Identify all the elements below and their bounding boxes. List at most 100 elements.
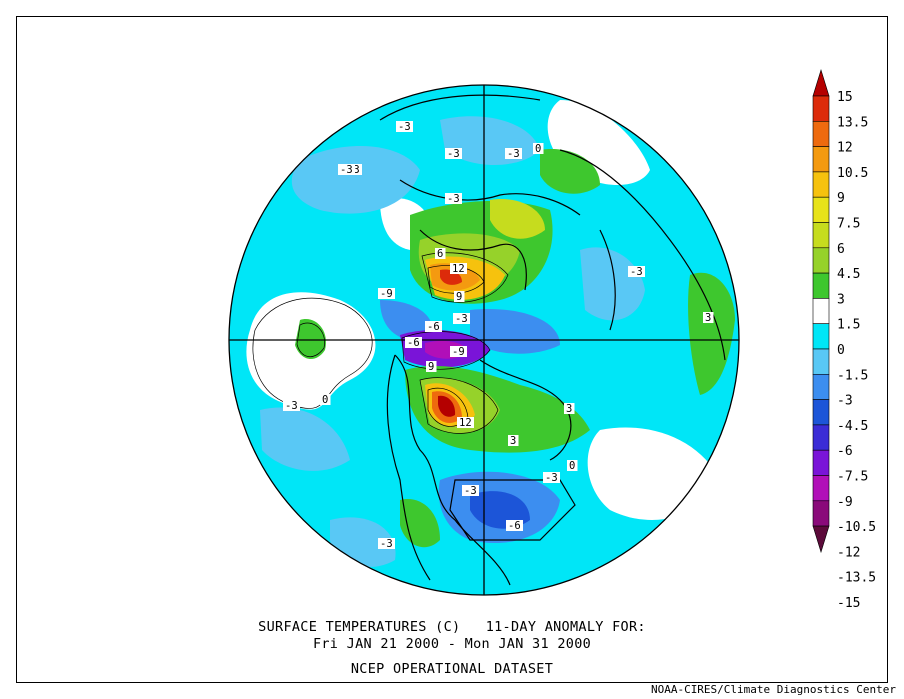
contour-label-bg bbox=[505, 148, 522, 159]
colorbar-swatch bbox=[812, 500, 830, 527]
contour-label: 9 bbox=[428, 361, 434, 373]
contour-label-bg bbox=[543, 472, 560, 483]
colorbar-swatch bbox=[812, 348, 830, 375]
anomaly-region-hot-core bbox=[438, 395, 456, 417]
colorbar-tick-label: 7.5 bbox=[837, 217, 860, 232]
colorbar-tick-label: 0 bbox=[837, 343, 845, 358]
contour-label-bg bbox=[320, 394, 331, 405]
colorbar-tick-label: -10.5 bbox=[837, 520, 876, 535]
contour-label: -9 bbox=[380, 288, 393, 300]
contour-label: -3 bbox=[507, 148, 520, 160]
contour-label: -3 bbox=[630, 266, 643, 278]
colorbar-swatch bbox=[812, 95, 830, 122]
contour-label-bg bbox=[283, 400, 300, 411]
contour-label-bg bbox=[628, 266, 645, 277]
contour-label-bg bbox=[425, 321, 442, 332]
contour-label: -6 bbox=[427, 321, 440, 333]
anomaly-region-cold bbox=[260, 407, 350, 471]
colorbar-tick-label: -12 bbox=[837, 545, 860, 560]
anomaly-region-warm bbox=[688, 272, 735, 395]
credit-text: NOAA-CIRES/Climate Diagnostics Center bbox=[650, 683, 896, 696]
contour-label: -3 bbox=[455, 313, 468, 325]
colorbar-tick-label: -7.5 bbox=[837, 470, 868, 485]
colorbar-tick-label: -1.5 bbox=[837, 368, 868, 383]
contour-label: -3 bbox=[464, 485, 477, 497]
caption-dates: Fri JAN 21 2000 - Mon JAN 31 2000 bbox=[312, 636, 592, 652]
contour-label-bg bbox=[396, 121, 413, 132]
colorbar-swatch bbox=[812, 475, 830, 502]
anomaly-region-warm bbox=[295, 319, 326, 360]
colorbar-swatch bbox=[812, 323, 830, 350]
anomaly-region-cold bbox=[291, 146, 420, 214]
contour-label: 0 bbox=[322, 394, 328, 406]
colorbar-swatch bbox=[812, 196, 830, 223]
colorbar-tick-label: -9 bbox=[837, 495, 853, 510]
contour-label: 3 bbox=[566, 403, 572, 415]
contour-label-bg bbox=[378, 288, 395, 299]
plot-frame bbox=[16, 16, 888, 683]
contour-label: -3 bbox=[447, 193, 460, 205]
contour-label: -3 bbox=[380, 538, 393, 550]
contour-label-bg bbox=[445, 193, 462, 204]
contour-label: 3 bbox=[705, 312, 711, 324]
colorbar-swatch bbox=[812, 373, 830, 400]
colorbar-tick-label: -13.5 bbox=[837, 571, 876, 586]
contour-label-bg bbox=[453, 313, 470, 324]
colorbar-tick-label: 12 bbox=[837, 141, 853, 156]
colorbar-tick-label: 13.5 bbox=[837, 115, 868, 130]
contour-label: -3 bbox=[398, 121, 411, 133]
contour-label: -3 bbox=[340, 164, 353, 176]
anomaly-region-cold bbox=[470, 309, 560, 354]
contour-label-bg bbox=[435, 248, 446, 259]
caption-dataset: NCEP OPERATIONAL DATASET bbox=[350, 661, 554, 677]
colorbar-tick-label: -6 bbox=[837, 444, 853, 459]
contour-label: 0 bbox=[535, 143, 541, 155]
anomaly-region-cold bbox=[380, 300, 433, 341]
contour-label: 3 bbox=[510, 435, 516, 447]
colorbar-swatch bbox=[812, 449, 830, 476]
colorbar-swatch bbox=[812, 247, 830, 274]
contour-label-bg bbox=[533, 143, 544, 154]
contour-label-bg bbox=[426, 361, 437, 372]
colorbar-tick-label: -15 bbox=[837, 596, 860, 611]
contour-label: -6 bbox=[508, 520, 521, 532]
contour-label-bg bbox=[445, 148, 462, 159]
contour-label-bg bbox=[508, 435, 519, 446]
map-boundary bbox=[228, 84, 740, 596]
contour-label: -3 bbox=[447, 148, 460, 160]
colorbar-swatch bbox=[812, 298, 830, 324]
contour-label-bg bbox=[457, 417, 474, 428]
contour-label: -3 bbox=[545, 472, 558, 484]
colorbar-swatch bbox=[812, 121, 830, 147]
contour-label: 0 bbox=[569, 460, 575, 472]
contour-label: -6 bbox=[407, 337, 420, 349]
contour-label-bg bbox=[450, 346, 467, 357]
contour-label: 9 bbox=[456, 291, 462, 303]
colorbar-swatch bbox=[812, 222, 830, 249]
anomaly-region-cold bbox=[470, 491, 530, 529]
colorbar-tick-label: 4.5 bbox=[837, 267, 860, 282]
contour-label: 12 bbox=[459, 417, 472, 429]
contour-label: -3 bbox=[285, 400, 298, 412]
coastlines bbox=[379, 94, 726, 586]
contour-label: -9 bbox=[452, 346, 465, 358]
anomaly-region-warm bbox=[490, 199, 545, 239]
contour-label-bg bbox=[454, 291, 465, 302]
colorbar-swatch bbox=[812, 68, 830, 97]
contour-label-bg bbox=[564, 403, 575, 414]
contour-label-bg bbox=[462, 485, 479, 496]
colorbar-tick-label: 9 bbox=[837, 191, 845, 206]
colorbar-swatch bbox=[812, 171, 830, 198]
colorbar-swatch bbox=[812, 146, 830, 173]
colorbar-tick-label: 3 bbox=[837, 292, 845, 307]
contour-label-bg bbox=[405, 337, 422, 348]
colorbar-tick-label: 6 bbox=[837, 242, 845, 257]
contour-label-bg bbox=[703, 312, 714, 323]
contour-label-bg bbox=[506, 520, 523, 531]
colorbar-tick-label: -4.5 bbox=[837, 419, 868, 434]
contour-label-bg bbox=[378, 538, 395, 549]
colorbar-swatch bbox=[812, 424, 830, 451]
colorbar-swatch bbox=[812, 272, 830, 299]
caption-title: SURFACE TEMPERATURES (C) 11-DAY ANOMALY … bbox=[258, 619, 646, 635]
